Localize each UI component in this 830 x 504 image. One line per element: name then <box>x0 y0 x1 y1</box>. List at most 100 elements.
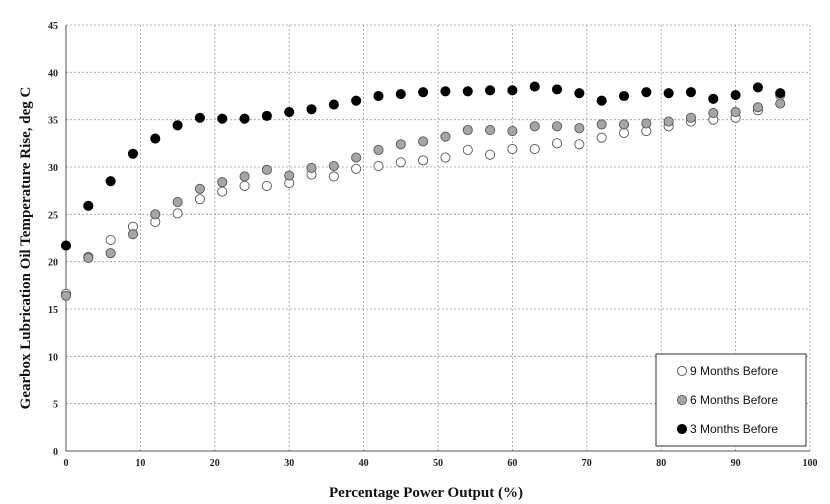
data-point <box>60 240 72 251</box>
x-tick-label: 50 <box>433 458 443 469</box>
legend-label: 3 Months Before <box>690 422 778 436</box>
series-1 <box>60 98 786 301</box>
data-point <box>485 149 496 160</box>
data-point <box>574 88 585 99</box>
data-point <box>529 121 540 132</box>
data-point <box>83 200 94 211</box>
legend-label: 9 Months Before <box>690 364 778 378</box>
data-point <box>105 234 116 245</box>
x-axis-label: Percentage Power Output (%) <box>329 485 523 501</box>
y-tick-labels: 0 5 10 15 20 25 30 35 40 45 <box>48 21 58 458</box>
y-tick-label: 35 <box>48 116 58 127</box>
data-point <box>618 119 630 130</box>
legend-marker <box>676 423 688 435</box>
data-point <box>462 144 473 156</box>
x-tick-label: 30 <box>284 458 294 469</box>
data-point <box>83 252 94 263</box>
data-point <box>328 171 339 182</box>
x-tick-label: 10 <box>135 458 145 469</box>
data-point <box>574 123 585 134</box>
data-point <box>418 136 429 147</box>
data-point <box>752 102 763 113</box>
data-point <box>194 194 205 205</box>
x-tick-label: 20 <box>210 458 220 469</box>
data-point <box>284 107 295 118</box>
data-point <box>60 290 72 301</box>
y-tick-label: 25 <box>48 210 58 221</box>
x-tick-labels: 0 10 20 30 40 50 60 70 80 90 100 <box>64 458 818 469</box>
y-axis-label: Gearbox Lubrication Oil Temperature Rise… <box>18 87 34 410</box>
data-point <box>462 86 473 97</box>
data-point <box>663 88 674 99</box>
data-point <box>150 133 161 144</box>
data-point <box>373 90 384 102</box>
data-point <box>351 163 362 174</box>
data-point <box>239 113 250 124</box>
data-point <box>261 164 272 175</box>
legend: 9 Months Before 6 Months Before 3 Months B… <box>655 353 807 447</box>
data-point <box>127 229 139 240</box>
legend-marker <box>676 365 688 377</box>
data-point <box>551 84 563 95</box>
y-tick-label: 10 <box>48 352 58 363</box>
data-point <box>127 148 139 159</box>
data-points <box>60 81 786 301</box>
x-tick-label: 40 <box>359 458 369 469</box>
data-point <box>685 112 697 123</box>
data-point <box>351 152 362 163</box>
data-point <box>641 87 652 98</box>
data-point <box>306 162 317 173</box>
data-point <box>395 89 406 100</box>
data-point <box>261 110 272 121</box>
y-tick-label: 45 <box>48 21 58 32</box>
data-point <box>708 107 719 119</box>
data-point <box>507 143 518 155</box>
series-0 <box>60 90 786 299</box>
data-point <box>618 90 630 102</box>
data-point <box>306 104 317 115</box>
data-point <box>440 86 451 97</box>
y-tick-label: 40 <box>48 68 58 79</box>
data-point <box>261 180 272 191</box>
data-point <box>730 90 741 101</box>
data-point <box>217 186 228 197</box>
x-tick-label: 60 <box>507 458 517 469</box>
data-point <box>529 81 540 92</box>
legend-marker <box>676 394 688 406</box>
data-point <box>328 161 339 172</box>
data-point <box>485 125 496 136</box>
data-point <box>373 144 384 156</box>
data-point <box>440 131 451 142</box>
data-point <box>395 139 406 150</box>
data-point <box>217 113 228 124</box>
y-tick-label: 20 <box>48 258 58 269</box>
legend-label: 6 Months Before <box>690 393 778 407</box>
x-tick-label: 80 <box>656 458 666 469</box>
data-point <box>172 120 183 131</box>
data-point <box>596 132 607 143</box>
data-point <box>708 93 719 104</box>
data-point <box>462 125 473 136</box>
data-point <box>641 118 652 129</box>
y-tick-label: 0 <box>53 447 58 458</box>
x-tick-label: 70 <box>582 458 592 469</box>
data-point <box>574 139 585 150</box>
data-point <box>551 121 563 132</box>
data-point <box>775 88 786 99</box>
y-tick-label: 5 <box>53 400 58 411</box>
data-point <box>150 209 161 220</box>
data-point <box>284 170 295 181</box>
data-point <box>217 177 228 188</box>
y-tick-label: 30 <box>48 163 58 174</box>
data-point <box>194 112 205 123</box>
x-tick-label: 90 <box>731 458 741 469</box>
series-2 <box>60 81 786 251</box>
data-point <box>418 155 429 166</box>
data-point <box>685 87 697 98</box>
data-point <box>730 107 741 118</box>
data-point <box>328 99 339 110</box>
data-point <box>752 82 763 93</box>
data-point <box>418 87 429 98</box>
data-point <box>172 208 183 219</box>
